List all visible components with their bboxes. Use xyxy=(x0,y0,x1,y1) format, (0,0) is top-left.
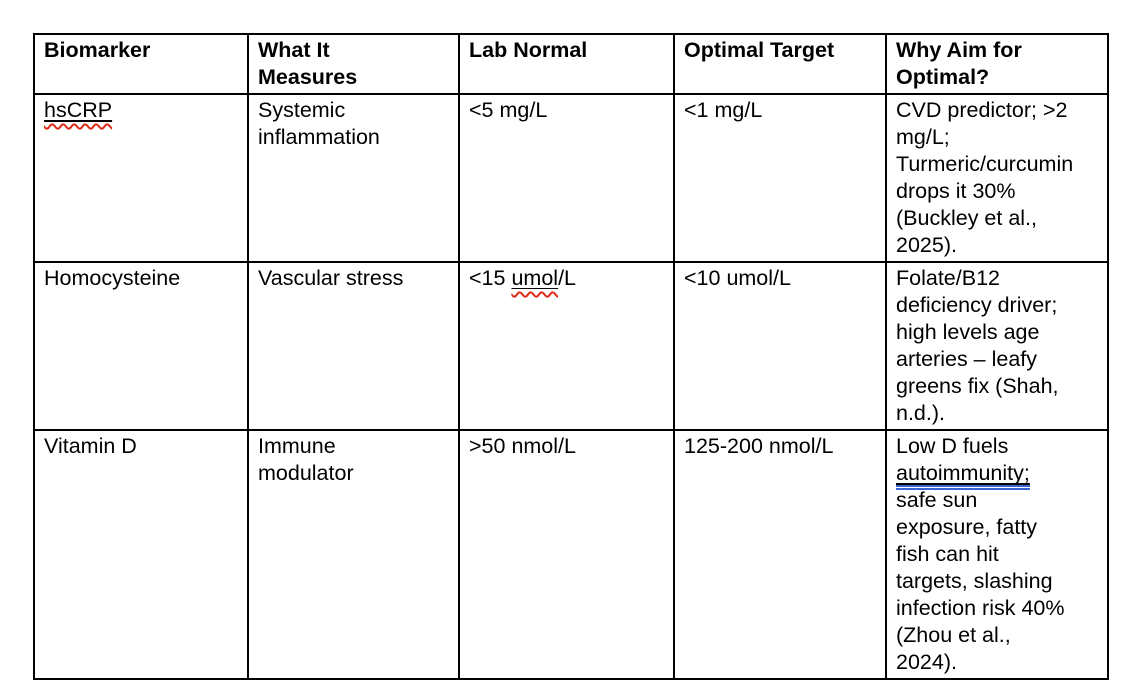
cell-hscrp-why-aim-for-optimal: CVD predictor; >2 mg/L; Turmeric/curcumi… xyxy=(885,93,1109,263)
grammar-underline-text: autoimmunity; xyxy=(896,461,1030,490)
cell-vitamin-d-optimal-target: 125-200 nmol/L xyxy=(673,429,887,680)
cell-text: 125-200 nmol/L xyxy=(684,434,834,458)
cell-vitamin-d-why-aim-for-optimal: Low D fuels autoimmunity; safe sun expos… xyxy=(885,429,1109,680)
cell-text: <1 mg/L xyxy=(684,98,763,122)
marked-word: umol xyxy=(511,266,559,290)
cell-text: Homocysteine xyxy=(44,266,181,290)
cell-text: Vascular stress xyxy=(258,266,404,290)
cell-vitamin-d-what-it-measures: Immune modulator xyxy=(247,429,460,680)
cell-text: >50 nmol/L xyxy=(469,434,576,458)
cell-text: CVD predictor; >2 mg/L; Turmeric/curcumi… xyxy=(896,98,1074,257)
cell-text: <15 xyxy=(469,266,512,290)
column-header-why-aim-for-optimal: Why Aim for Optimal? xyxy=(885,33,1109,95)
column-header-biomarker: Biomarker xyxy=(33,33,249,95)
cell-text: Immune modulator xyxy=(258,434,354,485)
table-header: Biomarker What It Measures Lab Normal Optim… xyxy=(33,33,1109,95)
spelling-underline-thin-text: umol xyxy=(511,266,558,290)
column-header-what-it-measures: What It Measures xyxy=(247,33,460,95)
cell-homocysteine-biomarker: Homocysteine xyxy=(33,261,249,431)
cell-homocysteine-optimal-target: <10 umol/L xyxy=(673,261,887,431)
header-row: Biomarker What It Measures Lab Normal Optim… xyxy=(33,33,1109,95)
cell-text: safe sun exposure, fatty fish can hit ta… xyxy=(896,488,1065,674)
cell-homocysteine-why-aim-for-optimal: Folate/B12 deficiency driver; high level… xyxy=(885,261,1109,431)
table-row-homocysteine: Homocysteine Vascular stress <15 umol/L <10… xyxy=(33,261,1109,431)
cell-text: <10 umol/L xyxy=(684,266,791,290)
table-row-vitamin-d: Vitamin D Immune modulator >50 nmol/L 125-2… xyxy=(33,429,1109,680)
biomarker-table-container: Biomarker What It Measures Lab Normal Optim… xyxy=(33,33,1109,680)
cell-text: <5 mg/L xyxy=(469,98,548,122)
cell-hscrp-what-it-measures: Systemic inflammation xyxy=(247,93,460,263)
marked-word: autoimmunity; xyxy=(896,461,1030,490)
column-header-optimal-target: Optimal Target xyxy=(673,33,887,95)
cell-text: Low D fuels xyxy=(896,434,1009,458)
cell-text: Folate/B12 deficiency driver; high level… xyxy=(896,266,1059,425)
cell-text: Vitamin D xyxy=(44,434,137,458)
table-row-hscrp: hsCRP Systemic inflammation <5 mg/L <1 mg/L… xyxy=(33,93,1109,263)
cell-hscrp-lab-normal: <5 mg/L xyxy=(458,93,675,263)
cell-text: Systemic inflammation xyxy=(258,98,380,149)
cell-hscrp-biomarker: hsCRP xyxy=(33,93,249,263)
cell-hscrp-optimal-target: <1 mg/L xyxy=(673,93,887,263)
spelling-underline-text: hsCRP xyxy=(44,98,112,122)
cell-homocysteine-lab-normal: <15 umol/L xyxy=(458,261,675,431)
marked-word: hsCRP xyxy=(44,98,113,122)
cell-vitamin-d-biomarker: Vitamin D xyxy=(33,429,249,680)
cell-text: /L xyxy=(558,266,576,290)
biomarker-table: Biomarker What It Measures Lab Normal Optim… xyxy=(33,33,1109,680)
column-header-lab-normal: Lab Normal xyxy=(458,33,675,95)
table-body: hsCRP Systemic inflammation <5 mg/L <1 mg/L… xyxy=(33,93,1109,680)
cell-vitamin-d-lab-normal: >50 nmol/L xyxy=(458,429,675,680)
cell-homocysteine-what-it-measures: Vascular stress xyxy=(247,261,460,431)
